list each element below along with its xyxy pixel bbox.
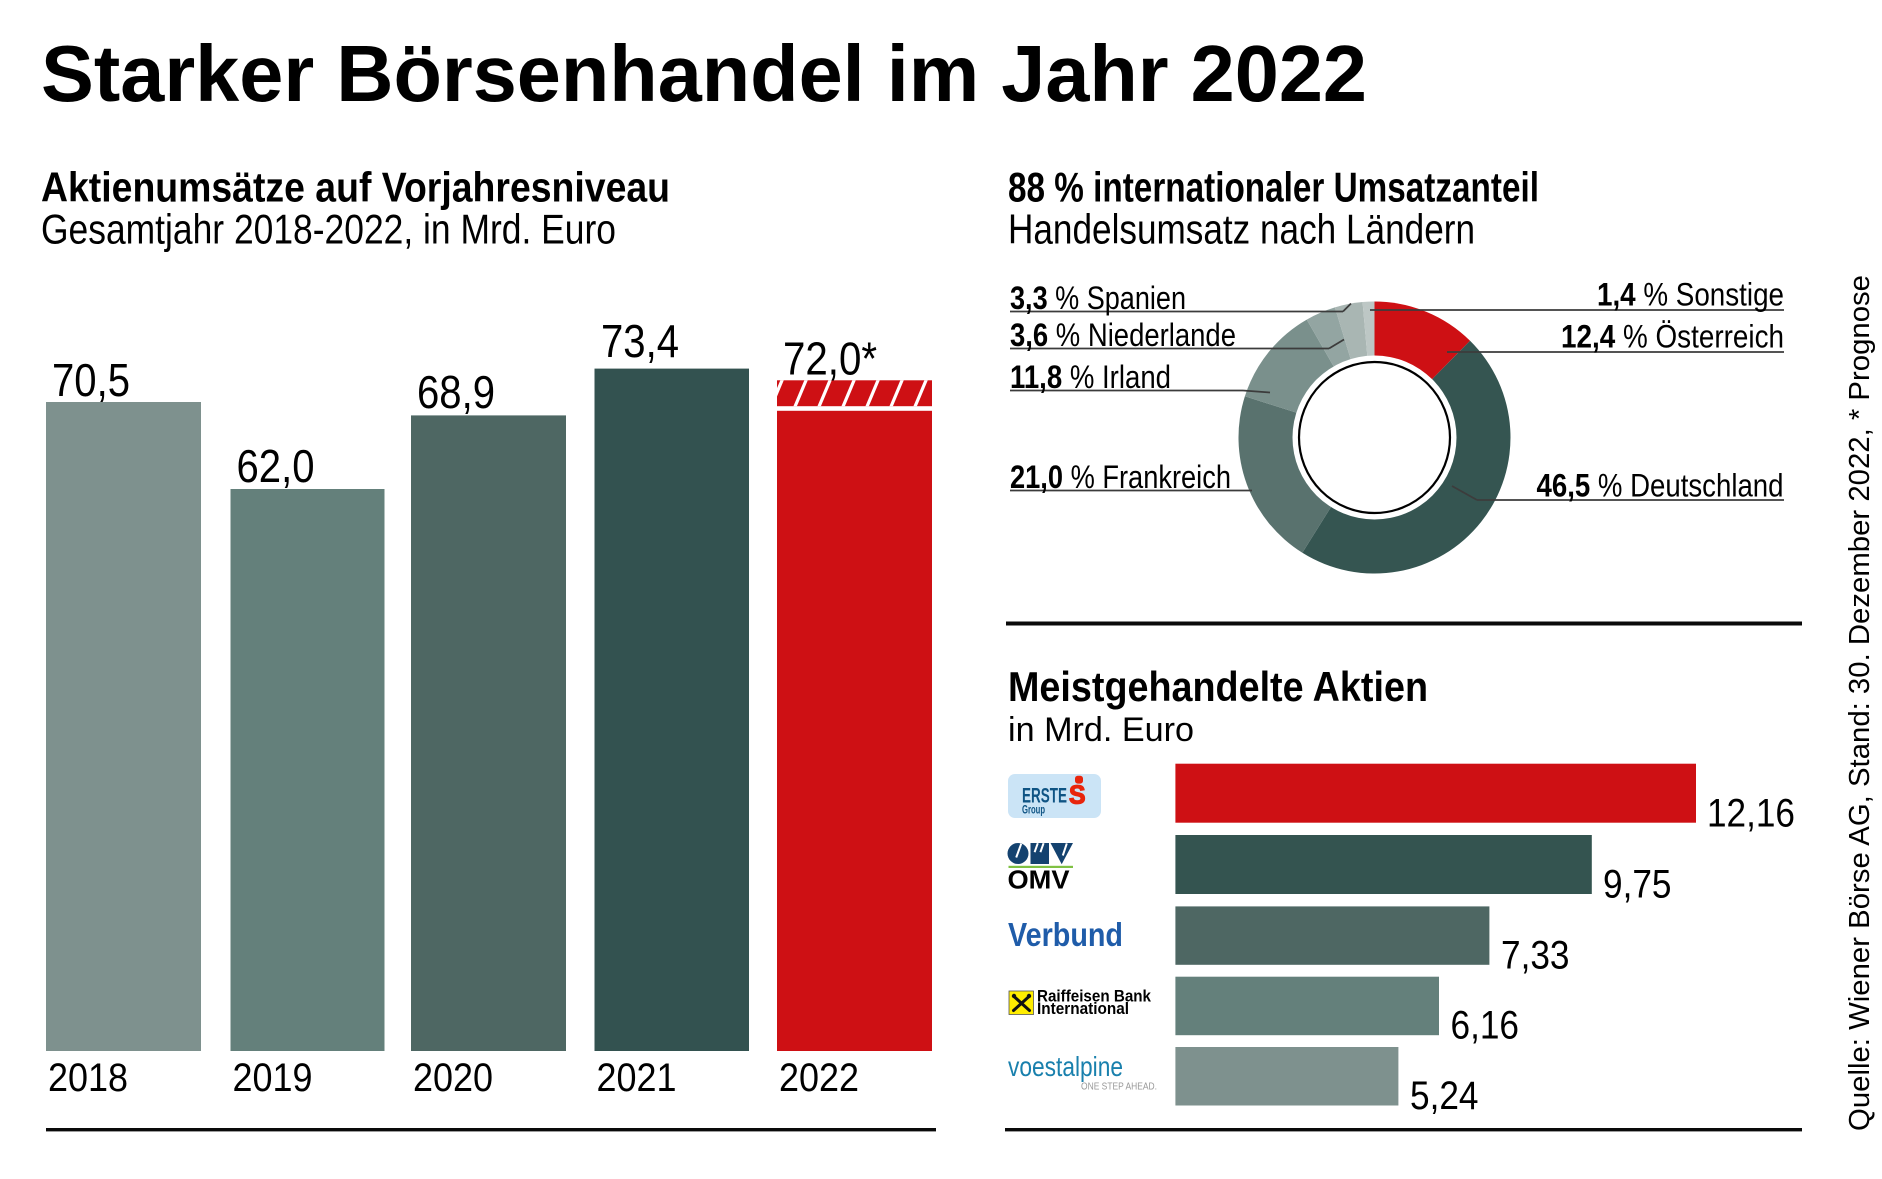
svg-text:88 % internationaler Umsatzant: 88 % internationaler Umsatzanteil: [1008, 164, 1539, 211]
svg-text:62,0: 62,0: [237, 440, 315, 492]
svg-text:S: S: [1069, 780, 1086, 810]
svg-text:3,3 % Spanien: 3,3 % Spanien: [1010, 280, 1186, 316]
svg-text:voestalpine: voestalpine: [1008, 1051, 1123, 1082]
svg-text:11,8 % Irland: 11,8 % Irland: [1010, 359, 1171, 395]
svg-text:OMV: OMV: [1008, 865, 1071, 895]
svg-text:Aktienumsätze auf Vorjahresniv: Aktienumsätze auf Vorjahresniveau: [41, 164, 670, 211]
svg-text:5,24: 5,24: [1410, 1074, 1479, 1118]
svg-text:2021: 2021: [597, 1056, 677, 1100]
svg-text:Group: Group: [1022, 803, 1045, 817]
svg-text:ONE STEP AHEAD.: ONE STEP AHEAD.: [1081, 1082, 1157, 1093]
svg-text:ERSTE: ERSTE: [1022, 785, 1067, 808]
svg-text:Handelsumsatz nach Ländern: Handelsumsatz nach Ländern: [1008, 206, 1475, 253]
svg-text:Quelle: Wiener Börse AG, Stand: Quelle: Wiener Börse AG, Stand: 30. Deze…: [1844, 275, 1876, 1131]
svg-text:9,75: 9,75: [1603, 863, 1672, 907]
svg-text:Gesamtjahr 2018-2022, in Mrd.: Gesamtjahr 2018-2022, in Mrd. Euro: [41, 206, 616, 253]
svg-text:2022: 2022: [779, 1056, 859, 1100]
svg-text:46,5 % Deutschland: 46,5 % Deutschland: [1537, 468, 1784, 504]
svg-text:72,0*: 72,0*: [783, 333, 877, 385]
svg-text:2018: 2018: [48, 1056, 128, 1100]
svg-text:12,4 % Österreich: 12,4 % Österreich: [1561, 319, 1784, 355]
svg-text:68,9: 68,9: [417, 366, 495, 418]
svg-text:in Mrd. Euro: in Mrd. Euro: [1008, 711, 1194, 749]
svg-text:Meistgehandelte Aktien: Meistgehandelte Aktien: [1008, 663, 1428, 710]
svg-text:Verbund: Verbund: [1008, 916, 1123, 953]
svg-text:3,6 % Niederlande: 3,6 % Niederlande: [1010, 317, 1236, 353]
svg-text:6,16: 6,16: [1451, 1004, 1520, 1048]
svg-text:73,4: 73,4: [601, 315, 679, 367]
svg-text:7,33: 7,33: [1501, 933, 1570, 977]
svg-text:70,5: 70,5: [52, 354, 130, 406]
svg-text:21,0 % Frankreich: 21,0 % Frankreich: [1010, 459, 1231, 495]
svg-text:1,4 % Sonstige: 1,4 % Sonstige: [1597, 277, 1784, 313]
svg-text:Starker Börsenhandel im Jahr 2: Starker Börsenhandel im Jahr 2022: [41, 29, 1367, 118]
svg-text:2020: 2020: [413, 1056, 493, 1100]
svg-text:Raiffeisen Bank: Raiffeisen Bank: [1037, 987, 1151, 1006]
svg-text:12,16: 12,16: [1707, 792, 1795, 836]
svg-text:International: International: [1037, 999, 1129, 1018]
svg-text:2019: 2019: [233, 1056, 313, 1100]
